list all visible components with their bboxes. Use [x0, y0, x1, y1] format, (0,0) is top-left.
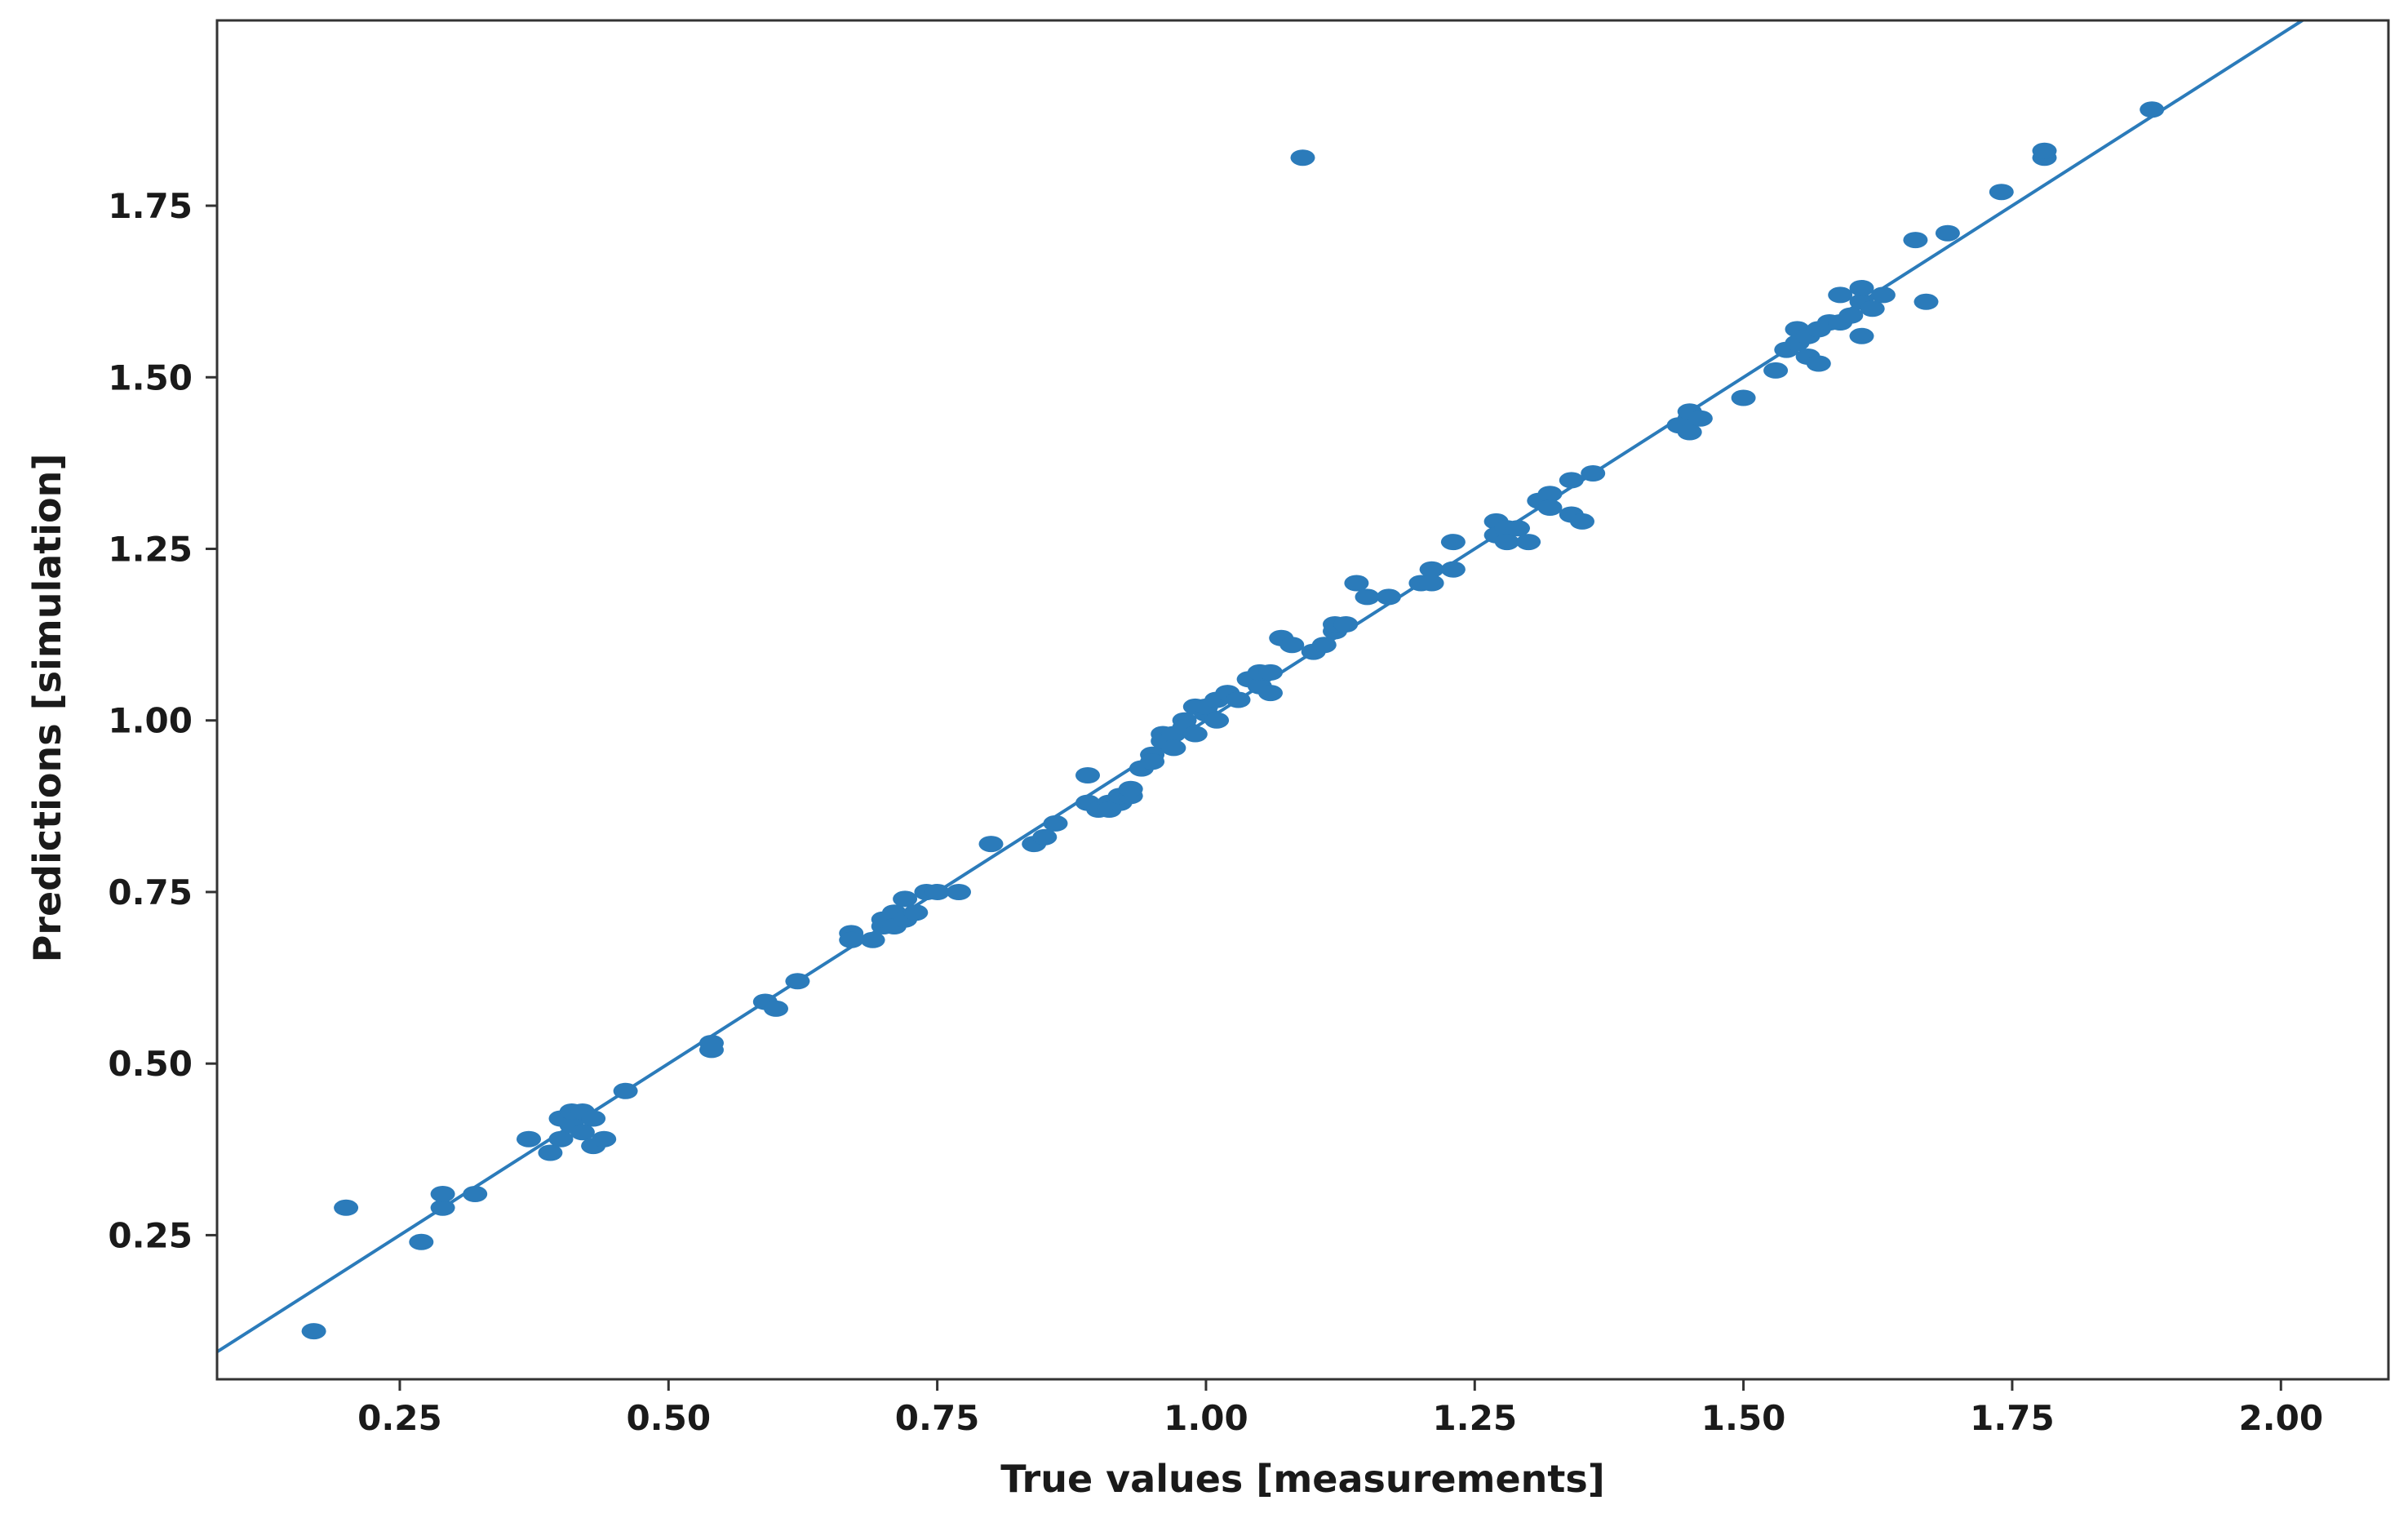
data-point — [548, 1130, 574, 1147]
data-point — [1311, 637, 1337, 654]
data-point — [1032, 828, 1058, 846]
data-point — [463, 1186, 488, 1202]
data-point — [581, 1110, 606, 1127]
y-axis-label: Predictions [simulation] — [25, 454, 69, 963]
data-point — [1731, 389, 1756, 406]
data-point — [301, 1323, 326, 1340]
data-point — [409, 1233, 434, 1250]
data-point — [925, 884, 950, 900]
y-tick-label: 0.75 — [108, 872, 193, 912]
y-tick-label: 1.25 — [108, 530, 193, 570]
data-point — [1935, 224, 1960, 242]
data-point — [2032, 142, 2057, 159]
data-point — [1763, 362, 1789, 379]
data-point — [1344, 575, 1369, 592]
data-point — [1989, 184, 2014, 201]
data-point — [1355, 588, 1380, 606]
data-point — [1419, 561, 1444, 578]
data-point — [1226, 691, 1251, 708]
data-point — [1870, 286, 1896, 304]
data-point — [334, 1199, 359, 1216]
data-point — [764, 1000, 788, 1017]
plot-frame — [215, 19, 2390, 1381]
data-point — [1440, 534, 1466, 551]
data-point — [1506, 520, 1530, 537]
data-point — [785, 973, 810, 990]
data-point — [1182, 726, 1208, 743]
data-point — [538, 1144, 563, 1161]
data-point — [1279, 637, 1305, 654]
data-point — [1806, 355, 1831, 372]
data-point — [860, 931, 885, 948]
x-tick-label: 1.50 — [1701, 1398, 1786, 1438]
data-point — [1516, 534, 1541, 551]
x-tick-label: 1.75 — [1970, 1398, 2055, 1438]
data-point — [1440, 561, 1466, 578]
data-point — [893, 890, 918, 908]
y-tick-label: 1.75 — [108, 186, 193, 226]
data-point — [1161, 739, 1186, 757]
data-point — [1828, 286, 1853, 304]
data-point — [1581, 465, 1606, 482]
data-point — [1537, 486, 1563, 503]
y-axis: 0.25 0.50 0.75 1.00 1.25 1.50 1.75 — [108, 186, 217, 1255]
data-point — [517, 1130, 541, 1147]
data-point — [1494, 534, 1519, 551]
data-point — [903, 904, 929, 921]
marks-layer — [217, 20, 2306, 1354]
x-tick-label: 1.00 — [1164, 1398, 1248, 1438]
y-tick-label: 1.00 — [108, 701, 193, 741]
x-tick-label: 0.25 — [357, 1398, 442, 1438]
data-point — [1677, 424, 1702, 441]
data-point — [570, 1124, 595, 1141]
data-point — [430, 1186, 455, 1202]
data-point — [1849, 327, 1874, 344]
data-point — [1860, 300, 1885, 317]
data-point — [699, 1035, 724, 1051]
x-tick-label: 2.00 — [2238, 1398, 2323, 1438]
data-point — [1570, 513, 1594, 530]
data-point — [613, 1082, 638, 1099]
data-point — [1118, 780, 1143, 797]
data-point — [1537, 499, 1563, 516]
x-tick-label: 0.75 — [895, 1398, 980, 1438]
data-point — [1849, 280, 1874, 296]
data-point — [1838, 307, 1864, 324]
data-point — [1903, 232, 1928, 249]
y-tick-label: 0.50 — [108, 1044, 193, 1084]
data-point — [1258, 685, 1283, 702]
data-point — [592, 1130, 617, 1147]
x-tick-label: 0.50 — [626, 1398, 711, 1438]
x-tick-label: 1.25 — [1432, 1398, 1517, 1438]
data-point — [1687, 410, 1713, 427]
data-point — [1204, 712, 1230, 729]
data-point — [1043, 815, 1068, 832]
x-axis-label: True values [measurements] — [1000, 1457, 1605, 1501]
data-point — [1419, 575, 1444, 592]
x-axis: 0.25 0.50 0.75 1.00 1.25 1.50 1.75 2.00 — [357, 1379, 2323, 1438]
data-point — [978, 836, 1004, 853]
data-point — [839, 931, 864, 948]
data-point — [1559, 472, 1584, 489]
data-point — [430, 1199, 455, 1216]
data-point — [1140, 753, 1165, 770]
data-point — [1333, 616, 1359, 633]
data-point — [947, 884, 971, 900]
data-point — [1258, 664, 1283, 681]
data-point — [2140, 101, 2165, 118]
data-point — [1075, 767, 1100, 783]
data-point — [1376, 588, 1401, 606]
data-point — [1914, 293, 1939, 310]
y-tick-label: 0.25 — [108, 1215, 193, 1255]
y-tick-label: 1.50 — [108, 357, 193, 397]
data-point — [1290, 149, 1315, 166]
